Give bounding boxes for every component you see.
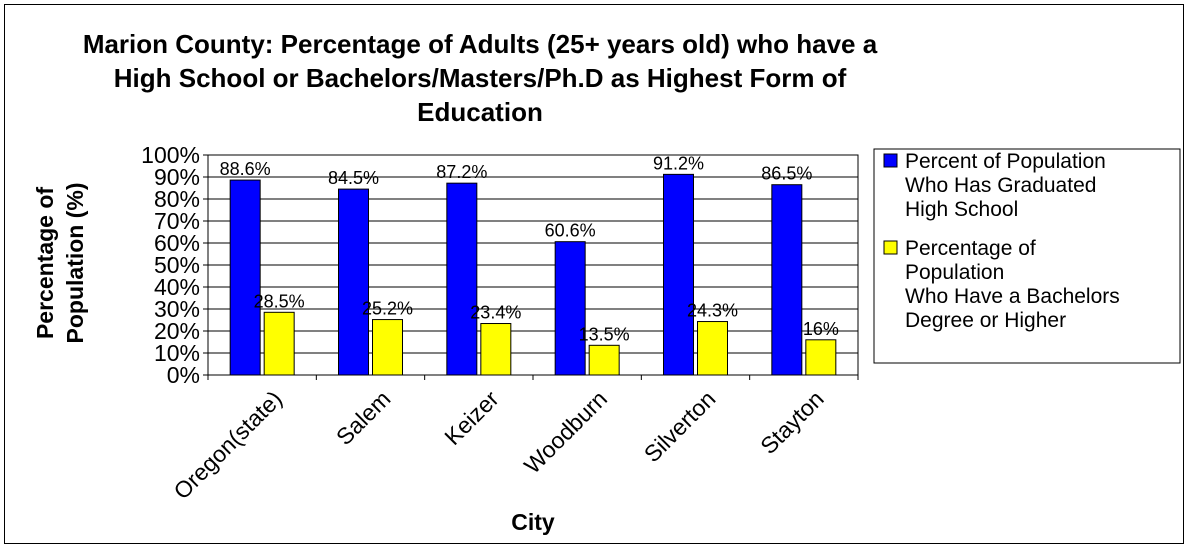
legend-swatch xyxy=(883,153,898,168)
chart-title-line-1: Marion County: Percentage of Adults (25+… xyxy=(83,29,878,59)
x-tick-labels: Oregon(state) Salem Keizer Woodburn Silverto… xyxy=(168,385,828,504)
legend-label: Who Has Graduated xyxy=(905,174,1096,197)
bar-chart: Marion County: Percentage of Adults (25+… xyxy=(32,29,1181,535)
data-labels: 88.6% 84.5% 87.2% 60.6% 91.2% 86.5% 28.5% 25.2%… xyxy=(220,153,839,344)
legend-label: High School xyxy=(905,198,1018,221)
bar xyxy=(480,323,512,376)
y-axis-title-line: Population (%) xyxy=(62,183,88,344)
data-label: 86.5% xyxy=(761,164,812,184)
x-tick-label: Silverton xyxy=(639,386,721,468)
y-tick-label: 30% xyxy=(154,296,200,322)
data-label: 88.6% xyxy=(220,159,271,179)
legend-label: Degree or Higher xyxy=(905,309,1066,332)
bar xyxy=(338,188,369,376)
chart-title-line-3: Education xyxy=(417,97,543,127)
bar xyxy=(554,241,586,376)
data-label: 25.2% xyxy=(362,299,413,319)
data-label: 13.5% xyxy=(579,324,630,344)
x-tick-label: Stayton xyxy=(755,386,829,460)
bar xyxy=(229,179,261,376)
bar xyxy=(588,344,620,376)
y-tick-label: 0% xyxy=(167,362,200,388)
bar xyxy=(263,311,295,376)
legend-label: Population xyxy=(905,261,1004,284)
data-label: 28.5% xyxy=(254,291,305,311)
y-tick-label: 80% xyxy=(154,186,200,212)
y-tick-label: 10% xyxy=(154,340,200,366)
y-tick-label: 70% xyxy=(154,208,200,234)
x-axis-title: City xyxy=(511,509,555,535)
legend-swatch xyxy=(883,240,898,255)
data-label: 16% xyxy=(803,319,839,339)
chart-title-line-2: High School or Bachelors/Masters/Ph.D as… xyxy=(114,63,847,93)
chart-frame: Marion County: Percentage of Adults (25+… xyxy=(4,4,1184,544)
y-tick-label: 100% xyxy=(141,142,200,168)
y-tick-label: 60% xyxy=(154,230,200,256)
bar xyxy=(771,184,803,376)
axes xyxy=(203,154,859,380)
data-label: 84.5% xyxy=(328,168,379,188)
bar xyxy=(697,321,728,376)
x-tick-label: Keizer xyxy=(439,385,504,450)
bar xyxy=(372,319,403,376)
data-label: 91.2% xyxy=(653,153,704,173)
y-tick-label: 50% xyxy=(154,252,200,278)
legend-label: Who Have a Bachelors xyxy=(905,285,1120,308)
bars xyxy=(229,173,837,376)
bar xyxy=(446,182,478,376)
gridlines xyxy=(208,154,858,354)
bar xyxy=(663,173,694,376)
y-tick-label: 40% xyxy=(154,274,200,300)
legend-label: Percent of Population xyxy=(905,150,1106,173)
data-label: 87.2% xyxy=(436,162,487,182)
chart-title: Marion County: Percentage of Adults (25+… xyxy=(83,29,878,127)
y-tick-labels: 0%10%20%30%40%50%60%70%80%90%100% xyxy=(141,142,200,388)
y-tick-label: 20% xyxy=(154,318,200,344)
y-axis-title-line: Percentage of xyxy=(32,187,58,339)
x-tick-label: Salem xyxy=(331,386,395,450)
legend-box xyxy=(873,148,1181,364)
data-label: 60.6% xyxy=(545,221,596,241)
y-tick-label: 90% xyxy=(154,164,200,190)
x-tick-label: Oregon(state) xyxy=(168,386,287,505)
data-label: 23.4% xyxy=(470,303,521,323)
y-axis-title: Percentage of Population (%) xyxy=(32,183,88,344)
data-label: 24.3% xyxy=(687,301,738,321)
bar xyxy=(805,339,837,376)
legend-label: Percentage of xyxy=(905,237,1036,260)
x-tick-label: Woodburn xyxy=(519,386,612,479)
